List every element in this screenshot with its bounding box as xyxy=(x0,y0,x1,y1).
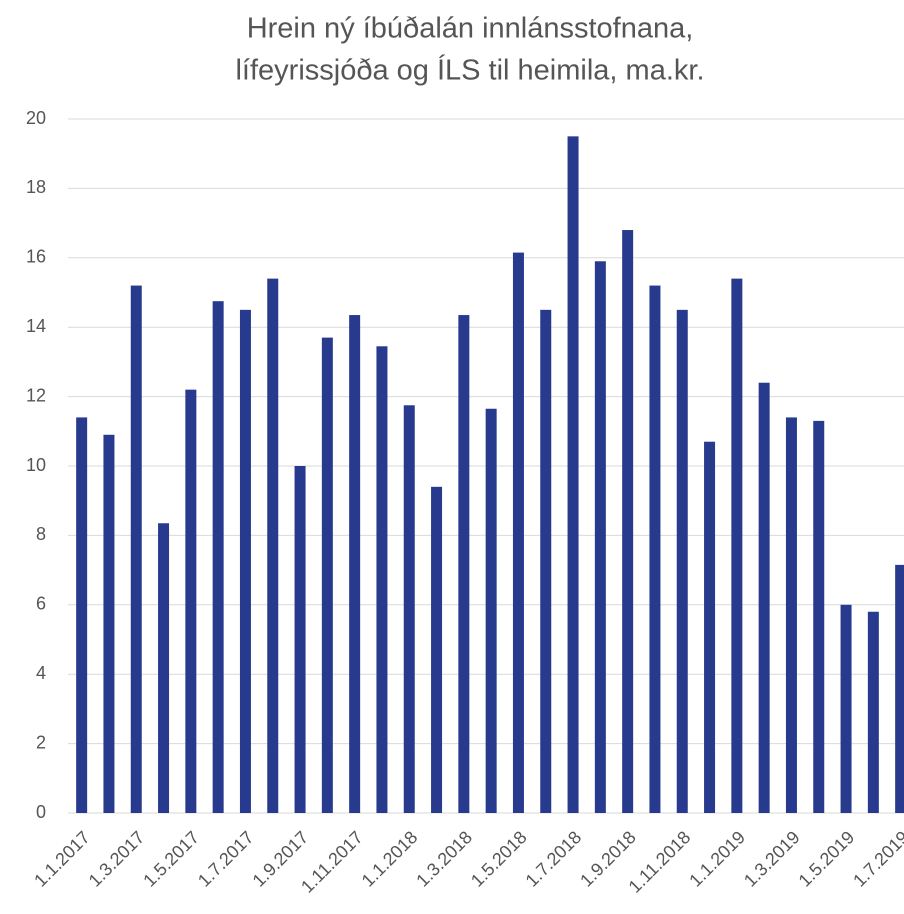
y-tick-label: 20 xyxy=(26,108,46,128)
chart-title: lífeyrissjóða og ÍLS til heimila, ma.kr. xyxy=(235,54,704,87)
x-tick-label: 1.7.2017 xyxy=(194,827,258,891)
bar xyxy=(431,486,443,813)
x-tick-label: 1.5.2018 xyxy=(467,827,531,891)
bar xyxy=(758,382,770,813)
bar xyxy=(813,420,825,813)
bar xyxy=(239,309,251,813)
bar xyxy=(76,417,88,813)
y-tick-label: 4 xyxy=(36,663,46,683)
bar xyxy=(649,285,661,813)
bar xyxy=(267,278,279,813)
y-tick-label: 16 xyxy=(26,247,46,267)
bar xyxy=(785,417,797,813)
bar xyxy=(458,315,470,813)
bar xyxy=(321,337,333,813)
y-tick-label: 14 xyxy=(26,316,46,336)
bar xyxy=(512,252,524,814)
y-tick-label: 10 xyxy=(26,455,46,475)
x-tick-label: 1.5.2019 xyxy=(795,827,859,891)
x-tick-label: 1.5.2017 xyxy=(139,827,203,891)
x-tick-label: 1.7.2019 xyxy=(849,827,904,891)
y-tick-label: 18 xyxy=(26,177,46,197)
bar xyxy=(103,434,115,813)
bar xyxy=(485,408,497,813)
bar xyxy=(567,136,579,814)
bar xyxy=(867,611,879,813)
bar xyxy=(704,441,716,813)
bar xyxy=(212,301,224,813)
y-tick-label: 6 xyxy=(36,594,46,614)
x-tick-label: 1.1.2018 xyxy=(358,827,422,891)
x-tick-label: 1.1.2017 xyxy=(30,827,94,891)
y-tick-label: 0 xyxy=(36,802,46,822)
bar xyxy=(158,523,170,813)
bar xyxy=(403,405,415,813)
y-tick-label: 8 xyxy=(36,524,46,544)
bar xyxy=(676,309,688,813)
bar xyxy=(622,230,634,814)
y-tick-label: 12 xyxy=(26,385,46,405)
x-tick-label: 1.7.2018 xyxy=(522,827,586,891)
x-tick-label: 1.3.2018 xyxy=(412,827,476,891)
bar xyxy=(130,285,142,813)
bar xyxy=(376,346,388,813)
bar xyxy=(840,604,852,813)
x-tick-label: 1.3.2019 xyxy=(740,827,804,891)
bar xyxy=(895,564,904,813)
bar xyxy=(294,466,306,813)
bar xyxy=(349,315,361,813)
bar xyxy=(185,389,197,813)
x-tick-label: 1.3.2017 xyxy=(85,827,149,891)
x-tick-label: 1.1.2019 xyxy=(685,827,749,891)
y-tick-label: 2 xyxy=(36,732,46,752)
bar xyxy=(731,278,743,813)
chart-title: Hrein ný íbúðalán innlánsstofnana, xyxy=(247,13,694,45)
bar xyxy=(540,309,552,813)
bar xyxy=(594,261,606,813)
